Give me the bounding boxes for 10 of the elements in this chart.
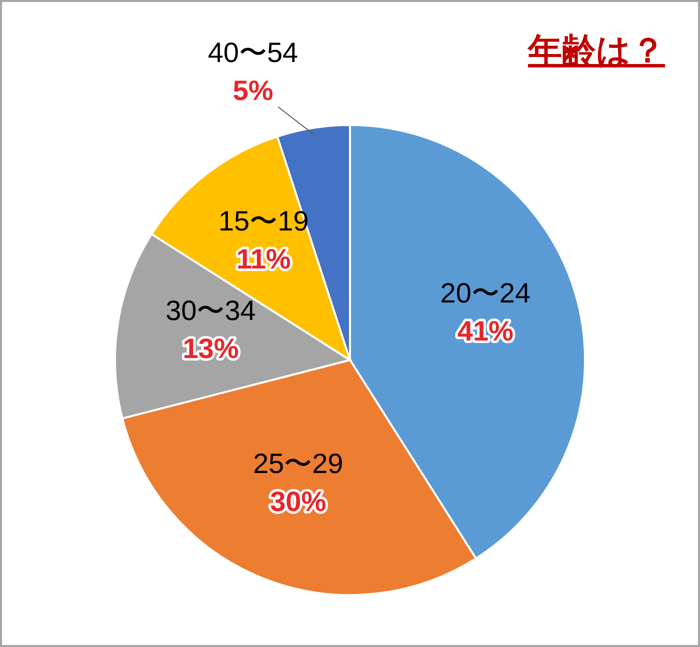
data-label: 41% [457,316,514,347]
data-label: 30% [270,486,326,518]
chart-title: 年齢は？ [527,32,665,70]
data-label: 11% [236,244,291,275]
slice-label: 30〜34 [166,294,256,326]
slice-label: 20〜24 [440,278,531,309]
data-label: 13% [182,332,239,364]
slice-label: 25〜29 [252,448,344,480]
slice-label: 40〜54 [208,36,298,68]
data-label: 5% [232,74,274,106]
